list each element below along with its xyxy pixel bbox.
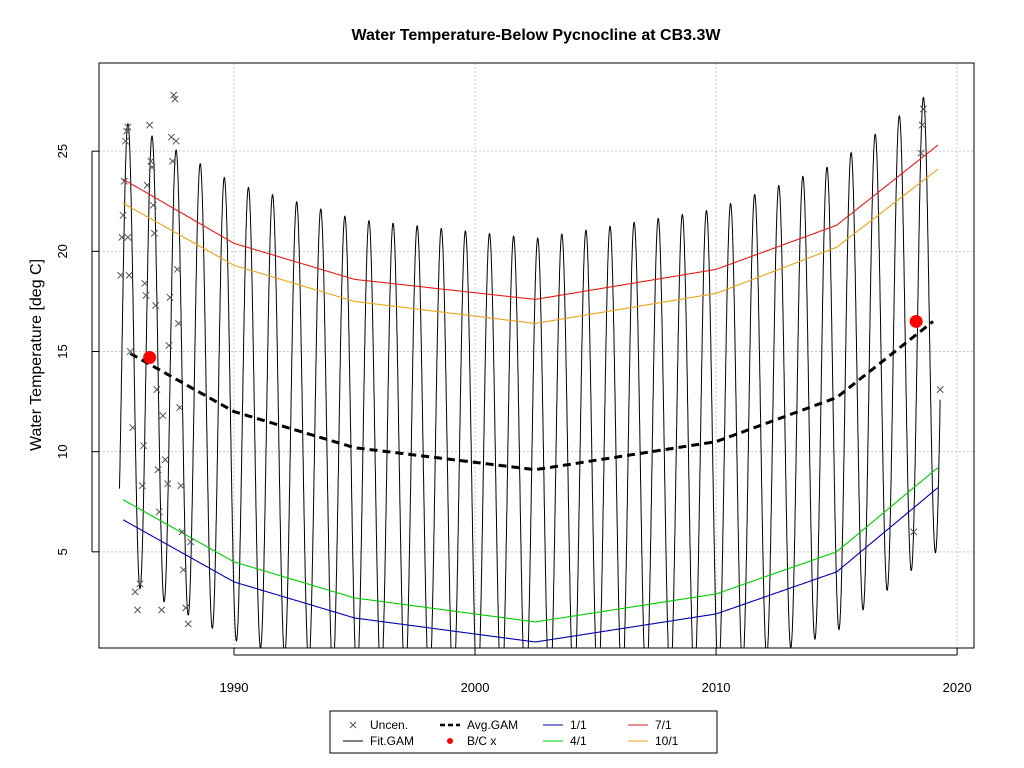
uncen-point — [131, 588, 139, 596]
uncen-point — [126, 347, 134, 356]
chart-title: Water Temperature-Below Pycnocline at CB… — [352, 27, 722, 44]
uncen-point — [177, 482, 185, 490]
legend-label-10-1: 10/1 — [655, 734, 679, 748]
series-layer — [119, 96, 941, 649]
series-1-1 — [122, 487, 939, 643]
uncen-point — [153, 386, 161, 394]
uncen-point — [136, 580, 144, 588]
uncen-point — [919, 105, 927, 113]
series-avg-gam — [129, 320, 934, 472]
uncen-point — [187, 538, 195, 546]
uncen-point — [149, 201, 157, 209]
x-tick-label: 1990 — [220, 680, 249, 695]
uncen-point — [125, 271, 133, 279]
uncen-point — [918, 121, 926, 129]
uncen-point — [154, 466, 162, 474]
legend-label-1-1: 1/1 — [570, 718, 587, 732]
uncen-point — [147, 157, 155, 165]
uncen-point — [167, 133, 175, 141]
uncen-point — [182, 604, 190, 612]
uncen-point — [118, 233, 126, 241]
x-tick-label: 2000 — [461, 680, 490, 695]
legend-box — [329, 710, 718, 754]
uncen-point — [173, 265, 181, 273]
uncen-point — [176, 404, 184, 412]
uncen-point — [179, 566, 187, 574]
uncen-point — [148, 163, 156, 171]
uncen-point — [917, 149, 925, 157]
uncen-point — [141, 279, 149, 287]
uncen-point — [146, 121, 154, 129]
uncen-point — [123, 127, 131, 135]
uncen-point — [165, 341, 173, 350]
uncen-point — [124, 123, 132, 131]
legend-label-b-c-x: B/C x — [467, 734, 496, 748]
uncen-point — [161, 456, 169, 464]
uncen-point — [142, 291, 150, 299]
y-tick-label: 20 — [55, 244, 70, 258]
x-axis: 1990 2000 2010 2020 — [220, 648, 972, 695]
series-4-1 — [122, 467, 939, 623]
legend-symbol-b-c-x — [447, 738, 453, 744]
x-tick-label: 2010 — [702, 680, 731, 695]
uncen-point — [166, 293, 174, 301]
points-layer — [117, 91, 944, 628]
uncen-point — [159, 412, 167, 420]
uncen-point — [158, 606, 166, 614]
uncen-point — [184, 620, 192, 628]
uncen-point — [936, 386, 944, 394]
uncen-point — [129, 424, 137, 432]
series-7-1 — [122, 144, 939, 300]
uncen-point — [124, 233, 132, 241]
uncen-point — [168, 157, 177, 165]
y-tick-label: 15 — [55, 344, 70, 358]
uncen-point — [152, 301, 160, 309]
uncen-point — [172, 137, 180, 145]
legend-label-7-1: 7/1 — [655, 718, 672, 732]
series-10-1 — [122, 168, 939, 324]
y-tick-label: 10 — [55, 444, 70, 458]
uncen-point — [170, 91, 178, 99]
legend-symbol-uncen- — [349, 721, 357, 729]
bc-point — [143, 351, 157, 365]
uncen-point — [171, 95, 179, 103]
uncen-point — [120, 177, 128, 185]
y-tick-label: 5 — [55, 548, 70, 555]
y-axis: 5 10 15 20 25 — [55, 144, 99, 555]
uncen-point — [143, 181, 151, 189]
series-fit-gam — [119, 96, 941, 649]
uncen-point — [174, 319, 183, 327]
uncen-point — [178, 528, 186, 536]
y-axis-label: Water Temperature [deg C] — [28, 259, 45, 451]
uncen-point — [121, 137, 130, 145]
legend-label-avg-gam: Avg.GAM — [467, 718, 518, 732]
uncen-point — [150, 229, 158, 237]
uncen-point — [140, 442, 148, 450]
uncen-point — [119, 211, 127, 219]
legend-label-fit-gam: Fit.GAM — [370, 734, 414, 748]
y-tick-label: 25 — [55, 144, 70, 158]
x-tick-label: 2020 — [943, 680, 972, 695]
uncen-point — [910, 528, 918, 536]
plot-frame — [98, 62, 975, 649]
uncen-point — [155, 508, 163, 516]
legend: Uncen. Avg.GAM 1/1 7/1 Fit.GAM B/C x 4/1 10/1 — [329, 710, 718, 754]
uncen-point — [134, 606, 142, 614]
bc-point — [909, 314, 923, 328]
uncen-point — [117, 271, 125, 279]
uncen-point — [164, 480, 172, 488]
legend-label-4-1: 4/1 — [570, 734, 587, 748]
uncen-point — [138, 482, 146, 490]
legend-label-uncen-: Uncen. — [370, 718, 408, 732]
